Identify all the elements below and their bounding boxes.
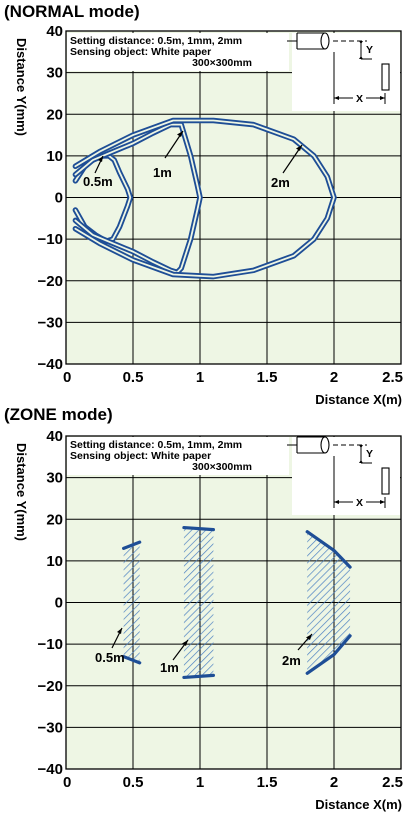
- x-tick-label: 0.5: [123, 369, 144, 386]
- series-label-0-5m: 0.5m: [83, 174, 113, 189]
- y-tick-labels: 40 30 20 10 0 −10 −20 −30 −40: [38, 23, 63, 373]
- x-tick-labels: 0 0.5 1 1.5 2 2.5: [63, 774, 403, 791]
- series-label-2m: 2m: [271, 175, 290, 190]
- sensor-inset-diagram: Y X: [287, 32, 400, 111]
- note-object-size: 300×300mm: [192, 461, 252, 473]
- curve-2m-inner: [74, 119, 335, 278]
- inset-x-label: X: [356, 497, 363, 509]
- y-tick-label: 10: [46, 553, 63, 570]
- notes-box: [67, 437, 289, 475]
- normal-mode-chart: (NORMAL mode) 40 30 20 10 0 −10 −20 −30 −40 0 0.5…: [4, 2, 403, 407]
- y-axis-label: Distance Y(mm): [14, 443, 29, 541]
- grid: [66, 31, 401, 364]
- inset-x-label: X: [356, 93, 363, 105]
- y-tick-label: −10: [38, 636, 63, 653]
- y-tick-label: 40: [46, 23, 63, 40]
- note-setting-distance: Setting distance: 0.5m, 1mm, 2mm: [70, 35, 242, 47]
- note-object-size: 300×300mm: [192, 57, 252, 69]
- x-tick-label: 2: [330, 369, 338, 386]
- x-tick-label: 1.5: [257, 774, 278, 791]
- y-tick-label: 0: [55, 190, 63, 207]
- y-axis-label: Distance Y(mm): [14, 38, 29, 136]
- zone-2m-top-edge: [305, 530, 352, 569]
- y-tick-label: −20: [38, 678, 63, 695]
- x-tick-label: 1: [196, 774, 204, 791]
- y-tick-label: −30: [38, 314, 63, 331]
- x-tick-label: 2.5: [382, 774, 403, 791]
- zone-1m-hatch: [183, 527, 214, 678]
- y-tick-label: 40: [46, 428, 63, 445]
- series-label-1m: 1m: [160, 660, 179, 675]
- inset-y-label: Y: [366, 44, 373, 56]
- series-label-1m: 1m: [153, 165, 172, 180]
- y-tick-label: 20: [46, 106, 63, 123]
- series-label-arrows: [94, 130, 303, 174]
- series-label-0-5m: 0.5m: [95, 650, 125, 665]
- zone-2m-bottom-edge: [305, 634, 352, 675]
- inset-y-label: Y: [366, 448, 373, 460]
- y-tick-label: −10: [38, 231, 63, 248]
- curve-1m-inner: [74, 123, 201, 274]
- sensing-zones: [122, 525, 352, 680]
- y-tick-label: 20: [46, 511, 63, 528]
- series-label-2m: 2m: [282, 653, 301, 668]
- note-sensing-object: Sensing object: White paper: [70, 450, 211, 462]
- y-tick-labels: 40 30 20 10 0 −10 −20 −30 −40: [38, 428, 63, 778]
- zone-0-5m-top-edge: [122, 540, 142, 550]
- zone-1m-bottom-edge: [182, 673, 215, 680]
- x-axis-label: Distance X(m): [315, 797, 402, 812]
- x-tick-label: 0.5: [123, 774, 144, 791]
- x-tick-label: 1: [196, 369, 204, 386]
- x-tick-label: 0: [63, 369, 71, 386]
- grid: [66, 436, 401, 769]
- note-sensing-object: Sensing object: White paper: [70, 46, 211, 58]
- zone-0-5m-hatch: [123, 542, 140, 663]
- chart-title: (ZONE mode): [4, 405, 113, 424]
- y-tick-label: −20: [38, 273, 63, 290]
- zone-1m-top-edge: [182, 525, 215, 532]
- y-tick-label: 30: [46, 65, 63, 82]
- x-tick-label: 2: [330, 774, 338, 791]
- y-tick-label: 30: [46, 470, 63, 487]
- x-tick-label: 2.5: [382, 369, 403, 386]
- y-tick-label: −40: [38, 356, 63, 373]
- sensing-curves: [72, 117, 337, 280]
- y-tick-label: 0: [55, 595, 63, 612]
- chart-title: (NORMAL mode): [4, 2, 140, 21]
- x-tick-label: 0: [63, 774, 71, 791]
- x-tick-labels: 0 0.5 1 1.5 2 2.5: [63, 369, 403, 386]
- y-tick-label: −30: [38, 719, 63, 736]
- y-tick-label: −40: [38, 761, 63, 778]
- y-tick-label: 10: [46, 148, 63, 165]
- zone-mode-chart: (ZONE mode) 40 30 20 10 0 −10 −20 −30 −40 0 0.5 1 1…: [4, 405, 403, 812]
- zone-2m-hatch: [307, 531, 351, 674]
- note-setting-distance: Setting distance: 0.5m, 1mm, 2mm: [70, 439, 242, 451]
- series-label-arrows: [111, 627, 313, 661]
- zone-0-5m-bottom-edge: [122, 655, 142, 665]
- sensor-inset-diagram: Y X: [287, 436, 400, 515]
- x-tick-label: 1.5: [257, 369, 278, 386]
- notes-box: [67, 33, 289, 71]
- x-axis-label: Distance X(m): [315, 392, 402, 407]
